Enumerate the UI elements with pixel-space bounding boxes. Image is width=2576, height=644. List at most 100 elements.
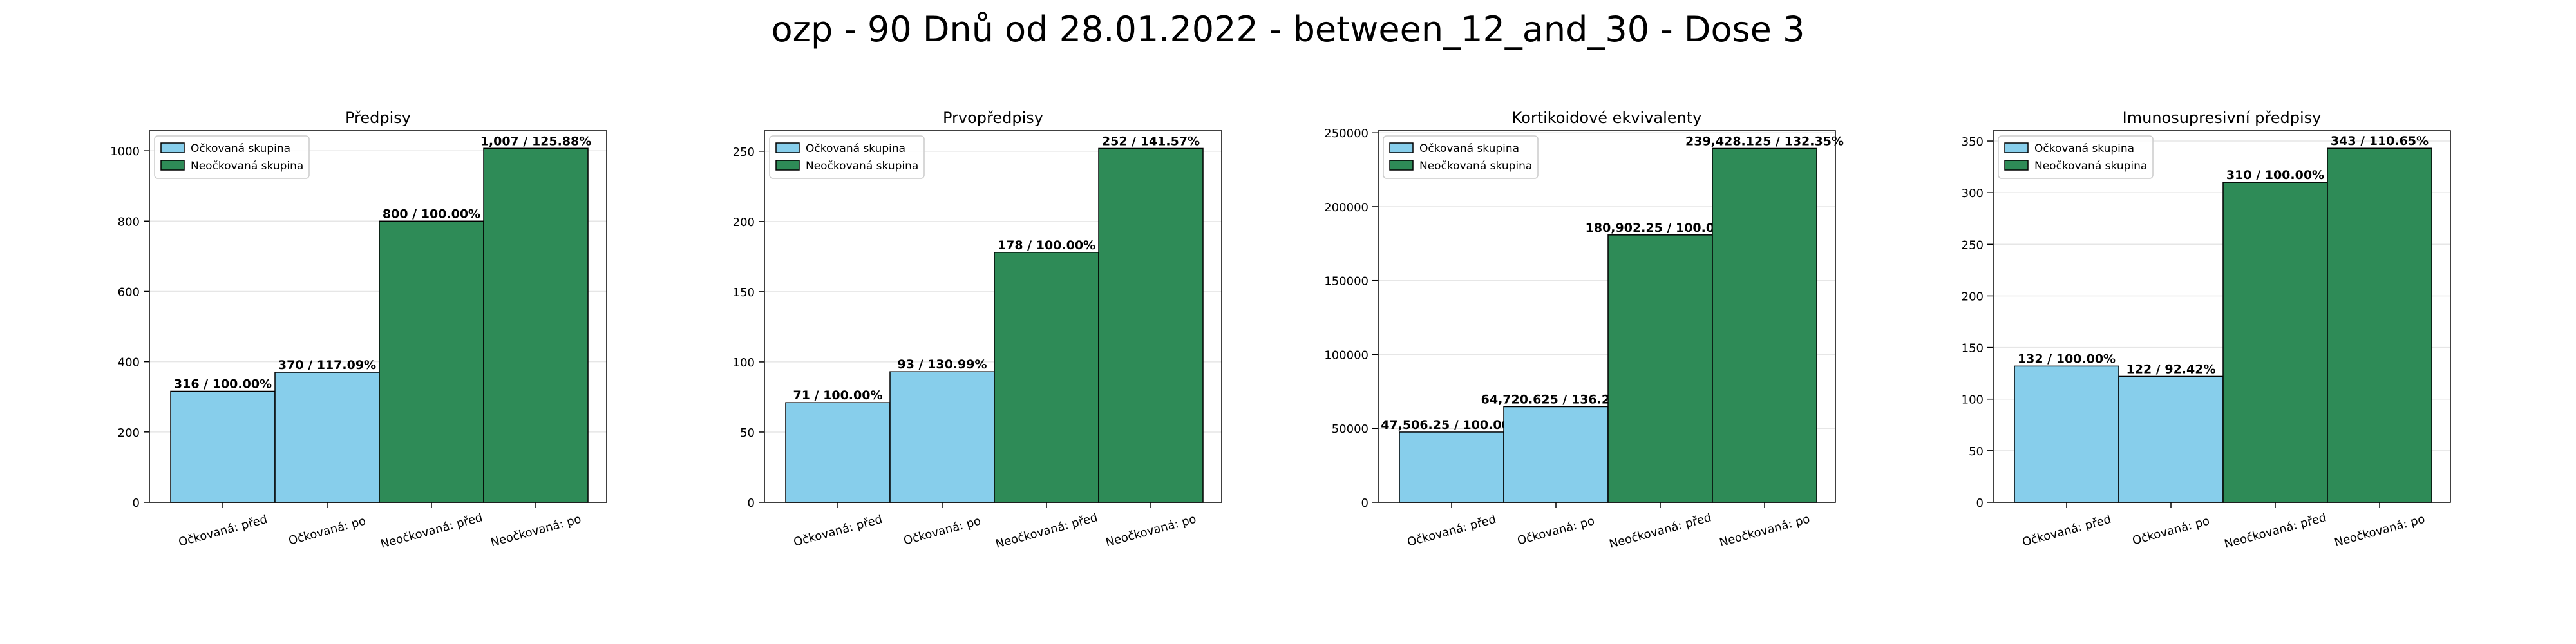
legend-swatch <box>160 160 185 171</box>
bar-2 <box>274 372 380 503</box>
legend-label: Očkovaná skupina <box>806 142 905 155</box>
bar-2 <box>1503 406 1609 503</box>
y-tick-label: 100000 <box>1324 348 1368 362</box>
x-tick-label: Neočkovaná: po <box>1718 513 1812 550</box>
chart-panel-3: Kortikoidové ekvivalenty 0 50000 100000 1500… <box>1324 109 1844 551</box>
legend-swatch <box>1389 142 1414 153</box>
y-tick-label: 300 <box>1962 187 1984 200</box>
legend-box <box>1998 135 2154 179</box>
x-tick-label: Neočkovaná: po <box>489 513 583 550</box>
x-tick-label: Očkovaná: před <box>2021 513 2112 549</box>
bar-value-label: 800 / 100.00% <box>383 207 480 221</box>
x-tick-label: Neočkovaná: po <box>2333 513 2427 550</box>
y-tick-label: 200000 <box>1324 201 1368 214</box>
bar-value-label: 132 / 100.00% <box>2018 352 2116 366</box>
bar-3 <box>1607 234 1713 503</box>
bar-value-label: 252 / 141.57% <box>1102 134 1200 148</box>
legend-swatch <box>775 142 800 153</box>
legend-label: Očkovaná skupina <box>1419 142 1519 155</box>
y-tick-label: 200 <box>118 426 140 440</box>
bar-value-label: 239,428.125 / 132.35% <box>1685 134 1844 148</box>
bar-value-label: 316 / 100.00% <box>174 377 272 392</box>
bar-value-label: 180,902.25 / 100.00% <box>1586 221 1736 235</box>
legend-swatch <box>2004 160 2029 171</box>
bar-value-label: 122 / 92.42% <box>2126 362 2216 376</box>
figure-title: ozp - 90 Dnů od 28.01.2022 - between_12_… <box>771 9 1805 50</box>
x-tick-label: Očkovaná: po <box>902 514 982 547</box>
legend-swatch <box>160 142 185 153</box>
x-tick-label: Očkovaná: po <box>287 514 367 547</box>
bar-value-label: 370 / 117.09% <box>278 358 376 372</box>
legend-box <box>154 135 310 179</box>
bar-4 <box>1098 147 1204 503</box>
axes-frame <box>149 130 607 503</box>
legend-label: Neočkovaná skupina <box>806 160 918 173</box>
y-tick-label: 150 <box>733 286 755 299</box>
legend-label: Neočkovaná skupina <box>2034 160 2147 173</box>
legend: Očkovaná skupina Neočkovaná skupina <box>769 135 925 179</box>
y-tick-label: 600 <box>118 285 140 299</box>
y-tick-label: 50 <box>1969 445 1984 459</box>
y-tick-label: 250 <box>733 146 755 159</box>
bar-value-label: 93 / 130.99% <box>898 357 987 372</box>
y-tick-label: 50 <box>740 426 755 440</box>
legend-swatch <box>2004 142 2029 153</box>
legend-box <box>1383 135 1539 179</box>
y-tick-label: 0 <box>748 497 755 510</box>
bar-1 <box>2014 365 2119 503</box>
chart-title: Kortikoidové ekvivalenty <box>1512 109 1702 127</box>
bar-3 <box>2222 182 2328 503</box>
chart-panel-2: Prvopředpisy 0 50 100 150 200 250 71 / 100.00% O… <box>733 109 1222 551</box>
legend-label: Očkovaná skupina <box>191 142 290 155</box>
bar-value-label: 1,007 / 125.88% <box>480 134 592 148</box>
y-tick-label: 200 <box>1962 290 1984 303</box>
x-tick-label: Očkovaná: po <box>1516 514 1596 547</box>
x-tick-label: Očkovaná: před <box>1406 513 1497 549</box>
chart-title: Prvopředpisy <box>943 109 1043 127</box>
y-tick-label: 1000 <box>110 145 140 158</box>
y-tick-label: 350 <box>1962 135 1984 149</box>
chart-title: Imunosupresivní předpisy <box>2123 109 2322 127</box>
bar-4 <box>483 147 589 503</box>
bar-value-label: 47,506.25 / 100.00% <box>1381 418 1522 432</box>
x-tick-label: Očkovaná: po <box>2131 514 2211 547</box>
bar-4 <box>2327 147 2432 503</box>
legend-swatch <box>775 160 800 171</box>
bar-2 <box>889 371 995 503</box>
x-tick-label: Neočkovaná: před <box>2223 511 2328 551</box>
y-tick-label: 800 <box>118 215 140 229</box>
axes-frame <box>1378 130 1836 503</box>
legend-label: Očkovaná skupina <box>2034 142 2134 155</box>
y-tick-label: 0 <box>133 497 140 510</box>
bar-4 <box>1712 147 1817 503</box>
bar-3 <box>379 220 484 503</box>
y-tick-label: 200 <box>733 216 755 229</box>
legend-swatch <box>1389 160 1414 171</box>
legend: Očkovaná skupina Neočkovaná skupina <box>154 135 310 179</box>
y-tick-label: 150000 <box>1324 275 1368 289</box>
x-tick-label: Neočkovaná: před <box>1608 511 1713 551</box>
y-tick-label: 50000 <box>1332 422 1368 436</box>
bar-value-label: 343 / 110.65% <box>2331 134 2429 148</box>
bar-value-label: 310 / 100.00% <box>2226 168 2324 182</box>
legend: Očkovaná skupina Neočkovaná skupina <box>1383 135 1539 179</box>
x-tick-label: Neočkovaná: po <box>1104 513 1198 550</box>
x-tick-label: Očkovaná: před <box>792 513 884 549</box>
y-tick-label: 250 <box>1962 238 1984 252</box>
chart-panel-1: Předpisy 0 200 400 600 800 1000 316 / 100.00% Oč… <box>110 109 607 551</box>
bar-1 <box>1399 431 1504 503</box>
y-tick-label: 0 <box>1976 497 1984 510</box>
bar-1 <box>785 402 891 503</box>
legend: Očkovaná skupina Neočkovaná skupina <box>1998 135 2154 179</box>
y-tick-label: 100 <box>733 356 755 370</box>
legend-label: Neočkovaná skupina <box>1419 160 1532 173</box>
bar-value-label: 71 / 100.00% <box>793 388 883 402</box>
axes-frame <box>1993 130 2451 503</box>
bar-value-label: 178 / 100.00% <box>998 238 1095 252</box>
bar-2 <box>2118 375 2224 503</box>
chart-title: Předpisy <box>345 109 411 127</box>
x-tick-label: Očkovaná: před <box>177 513 269 549</box>
y-tick-label: 400 <box>118 356 140 370</box>
axes-frame <box>764 130 1222 503</box>
